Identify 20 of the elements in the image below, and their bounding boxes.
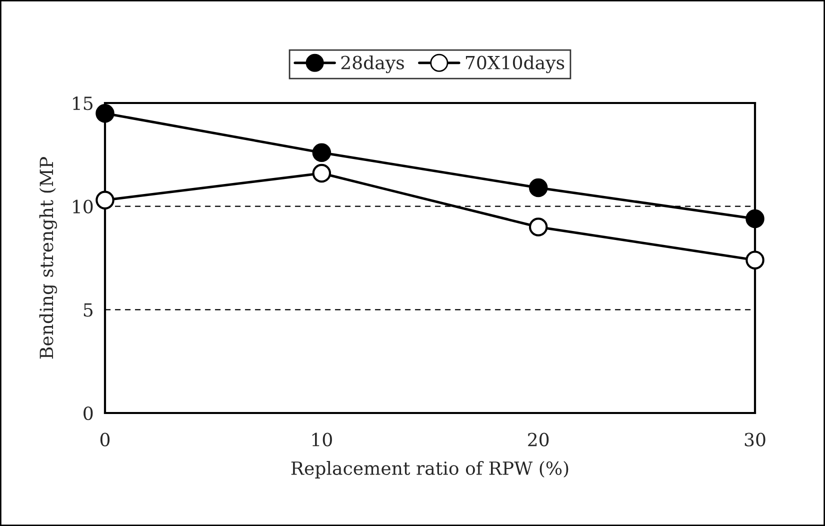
point (312, 143, 332, 162)
point (746, 209, 764, 228)
legend-label: 70X10days (466, 55, 564, 74)
y-tick-label: 15 (73, 96, 92, 110)
point (528, 178, 548, 198)
point (746, 250, 764, 270)
y-tick-label: 0 (84, 406, 93, 420)
y-tick-label: 10 (73, 200, 93, 214)
x-tick-label: 20 (528, 432, 549, 446)
x-tick-label: 10 (312, 432, 332, 446)
x-tick-label: 0 (100, 432, 110, 446)
point (528, 218, 548, 236)
point (96, 104, 114, 123)
y-axis-title: Bending strenght (MP (39, 157, 58, 359)
point (96, 190, 114, 210)
x-axis-title: Replacement ratio of RPW (%) (291, 461, 568, 479)
legend-label: 28days (341, 55, 404, 74)
y-tick-label: 5 (84, 303, 92, 317)
x-tick-label: 30 (744, 432, 766, 446)
point (312, 164, 332, 183)
